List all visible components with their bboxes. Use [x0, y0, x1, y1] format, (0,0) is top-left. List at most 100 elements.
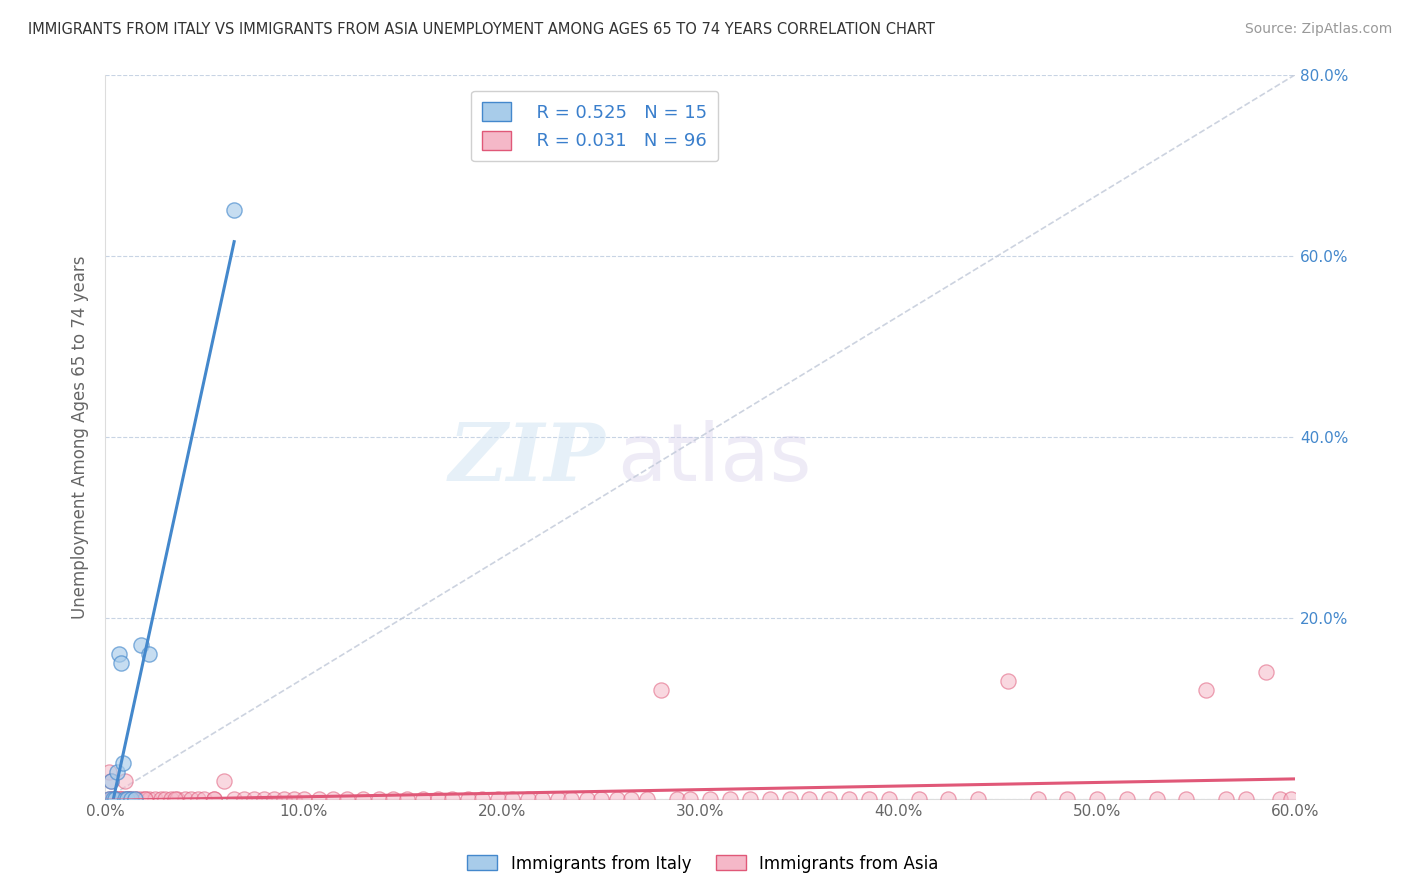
Point: [368, 792, 391, 806]
Point: [224, 203, 246, 218]
Point: [115, 792, 138, 806]
Point: [427, 792, 450, 806]
Text: ZIP: ZIP: [449, 420, 605, 498]
Point: [665, 792, 688, 806]
Y-axis label: Unemployment Among Ages 65 to 74 years: Unemployment Among Ages 65 to 74 years: [72, 255, 89, 618]
Point: [718, 792, 741, 806]
Point: [679, 792, 702, 806]
Point: [153, 792, 176, 806]
Point: [124, 792, 146, 806]
Point: [124, 792, 146, 806]
Point: [501, 792, 523, 806]
Point: [100, 792, 122, 806]
Point: [1056, 792, 1078, 806]
Point: [134, 792, 156, 806]
Point: [134, 792, 156, 806]
Point: [838, 792, 860, 806]
Point: [112, 756, 135, 770]
Point: [104, 792, 127, 806]
Point: [1085, 792, 1108, 806]
Point: [308, 792, 330, 806]
Point: [381, 792, 404, 806]
Point: [101, 792, 124, 806]
Point: [129, 638, 152, 652]
Point: [138, 647, 160, 661]
Point: [441, 792, 464, 806]
Point: [138, 792, 160, 806]
Point: [129, 792, 152, 806]
Point: [576, 792, 599, 806]
Point: [292, 792, 315, 806]
Point: [187, 792, 209, 806]
Point: [636, 792, 658, 806]
Point: [108, 647, 131, 661]
Point: [118, 792, 141, 806]
Text: atlas: atlas: [617, 419, 811, 498]
Point: [1234, 792, 1257, 806]
Point: [212, 774, 235, 789]
Point: [253, 792, 276, 806]
Point: [100, 774, 122, 789]
Point: [471, 792, 494, 806]
Point: [149, 792, 172, 806]
Point: [591, 792, 613, 806]
Point: [1026, 792, 1049, 806]
Point: [907, 792, 929, 806]
Point: [202, 792, 225, 806]
Text: Source: ZipAtlas.com: Source: ZipAtlas.com: [1244, 22, 1392, 37]
Point: [98, 792, 121, 806]
Point: [105, 792, 128, 806]
Point: [1268, 792, 1291, 806]
Point: [263, 792, 285, 806]
Point: [818, 792, 841, 806]
Point: [699, 792, 721, 806]
Point: [1175, 792, 1198, 806]
Point: [143, 792, 166, 806]
Point: [936, 792, 959, 806]
Point: [457, 792, 479, 806]
Point: [799, 792, 821, 806]
Point: [110, 657, 132, 671]
Point: [159, 792, 181, 806]
Point: [997, 674, 1019, 689]
Point: [173, 792, 195, 806]
Point: [606, 792, 628, 806]
Point: [967, 792, 990, 806]
Point: [620, 792, 643, 806]
Point: [114, 792, 136, 806]
Legend: Immigrants from Italy, Immigrants from Asia: Immigrants from Italy, Immigrants from A…: [461, 848, 945, 880]
Point: [98, 764, 121, 779]
Point: [486, 792, 509, 806]
Point: [1281, 792, 1303, 806]
Point: [125, 792, 148, 806]
Point: [104, 792, 127, 806]
Point: [233, 792, 256, 806]
Point: [112, 792, 135, 806]
Point: [412, 792, 434, 806]
Point: [118, 792, 141, 806]
Point: [105, 764, 128, 779]
Point: [110, 792, 132, 806]
Point: [322, 792, 344, 806]
Point: [115, 792, 138, 806]
Point: [98, 792, 121, 806]
Point: [858, 792, 880, 806]
Point: [779, 792, 801, 806]
Point: [163, 792, 186, 806]
Legend:   R = 0.525   N = 15,   R = 0.031   N = 96: R = 0.525 N = 15, R = 0.031 N = 96: [471, 91, 718, 161]
Point: [110, 792, 132, 806]
Point: [530, 792, 553, 806]
Point: [120, 792, 142, 806]
Point: [283, 792, 305, 806]
Point: [100, 774, 122, 789]
Point: [560, 792, 582, 806]
Point: [1195, 683, 1218, 698]
Point: [166, 792, 188, 806]
Point: [101, 792, 124, 806]
Point: [1215, 792, 1237, 806]
Point: [202, 792, 225, 806]
Point: [547, 792, 569, 806]
Point: [336, 792, 359, 806]
Point: [108, 792, 131, 806]
Point: [114, 774, 136, 789]
